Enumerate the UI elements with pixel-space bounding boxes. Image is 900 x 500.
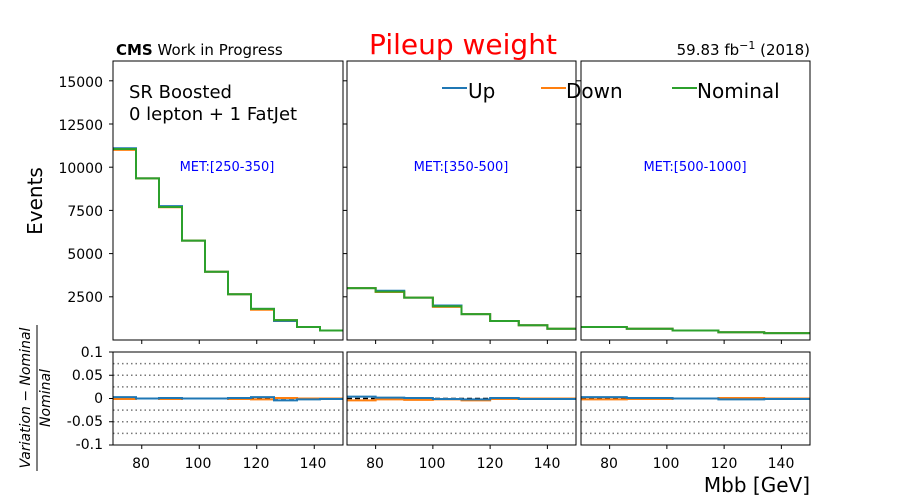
x-tick-label: 100 — [653, 456, 680, 472]
histogram-nominal-panel-3 — [581, 326, 810, 335]
x-tick-label: 120 — [243, 456, 270, 472]
legend: Up Down Nominal — [442, 79, 780, 103]
ratio-y-tick-label: 0.1 — [81, 345, 103, 361]
lumi-suffix: (2018) — [755, 41, 810, 59]
ratio-label-denominator: Nominal — [38, 369, 54, 427]
histogram-nominal-panel-2 — [347, 287, 576, 330]
cms-bold-text: CMS — [116, 41, 153, 59]
main-panel-frame-1 — [112, 60, 344, 341]
ratio-y-tick-label: 0.05 — [72, 368, 103, 384]
region-line-2: 0 lepton + 1 FatJet — [129, 104, 297, 125]
ratio-y-tick-label: 0 — [94, 391, 103, 407]
legend-label-nominal: Nominal — [697, 79, 780, 103]
x-tick-label: 120 — [711, 456, 738, 472]
legend-label-up: Up — [468, 79, 495, 103]
x-tick-labels: 80 100 120 140 80 100 120 140 80 100 120… — [132, 456, 794, 472]
ratio-up-panel-2 — [347, 395, 576, 401]
ratio-y-tick-label: -0.1 — [76, 437, 103, 453]
met-label-panel-1: MET:[250-350] — [180, 160, 275, 175]
main-panel-frame-2 — [346, 60, 577, 341]
x-tick-label: 140 — [534, 456, 561, 472]
main-panel-frame-3 — [580, 60, 811, 341]
region-line-1: SR Boosted — [129, 82, 232, 103]
x-tick-label: 100 — [185, 456, 212, 472]
x-tick-label: 140 — [768, 456, 795, 472]
ratio-label-numerator: Variation − Nominal — [18, 327, 34, 468]
ratio-panel-frame-2 — [346, 351, 577, 446]
x-tick-label: 140 — [300, 456, 327, 472]
x-tick-label: 80 — [132, 456, 150, 472]
y-tick-label: 10000 — [58, 161, 103, 177]
met-label-panel-3: MET:[500-1000] — [643, 160, 746, 175]
met-label-panel-2: MET:[350-500] — [414, 160, 509, 175]
y-axis-label-ratio: Variation − Nominal Nominal — [18, 325, 54, 471]
x-tick-label: 120 — [477, 456, 504, 472]
lumi-label: 59.83 fb−1 (2018) — [677, 39, 810, 59]
cms-label: CMS Work in Progress — [116, 41, 283, 59]
ratio-up-panel-3 — [581, 396, 810, 401]
histogram-down-panel-1 — [113, 148, 343, 332]
x-axis-label: Mbb [GeV] — [704, 473, 810, 497]
y-tick-label: 5000 — [67, 247, 103, 263]
ratio-up-panel-1 — [113, 396, 343, 402]
y-tick-label: 2500 — [67, 290, 103, 306]
x-tick-label: 80 — [366, 456, 384, 472]
y-tick-label: 7500 — [67, 204, 103, 220]
x-tick-label: 100 — [419, 456, 446, 472]
ratio-y-tick-label: -0.05 — [67, 414, 103, 430]
plot-title: Pileup weight — [369, 28, 557, 61]
ratio-panel-frame-3 — [580, 351, 811, 446]
cms-rest-text: Work in Progress — [153, 41, 283, 59]
histogram-up-panel-1 — [113, 147, 343, 332]
plot-layer — [109, 60, 811, 449]
x-tick-label: 80 — [600, 456, 618, 472]
y-tick-label: 12500 — [58, 118, 103, 134]
lumi-prefix: 59.83 fb — [677, 41, 740, 59]
legend-label-down: Down — [566, 79, 623, 103]
y-tick-label: 15000 — [58, 75, 103, 91]
lumi-exponent: −1 — [739, 39, 755, 52]
histogram-nominal-panel-1 — [113, 148, 343, 332]
y-axis-label-events: Events — [23, 167, 47, 235]
